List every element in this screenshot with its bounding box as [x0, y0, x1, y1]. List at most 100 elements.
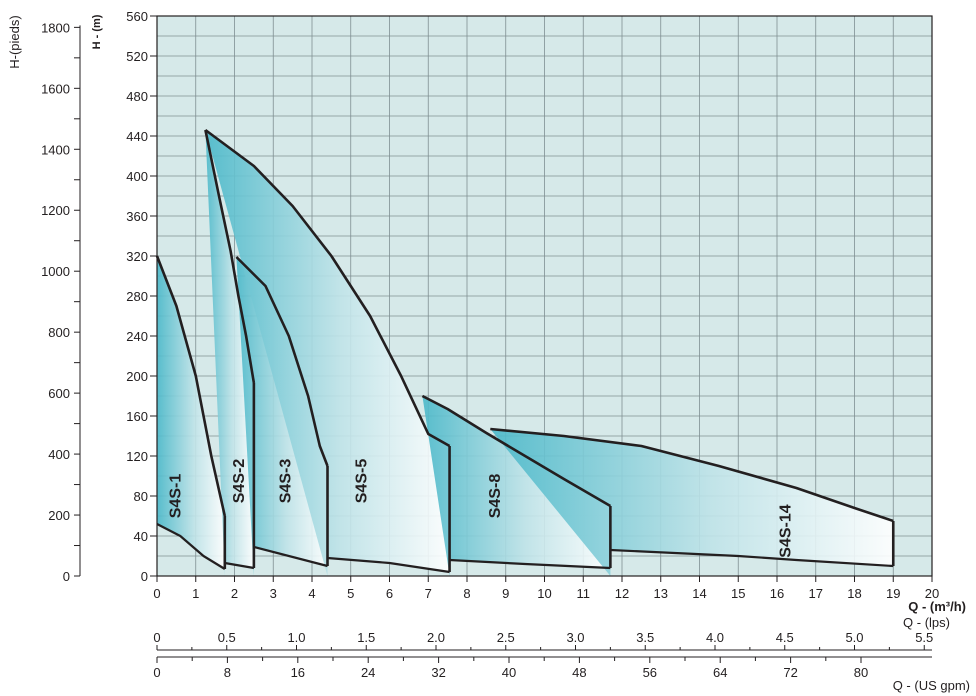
x-tick-label-gpm: 32	[431, 665, 445, 680]
x-tick-label-m3h: 9	[502, 586, 509, 601]
x-axis-lps-ticks: 0 0.5 1.0 1.5 2.0 2.5 3.0 3.5 4.0 4.5 5.0 5.5	[153, 630, 933, 651]
y-tick-label-ft: 1800	[41, 20, 70, 35]
y-tick-label-m: 240	[126, 329, 148, 344]
x-tick-label-lps: 4.0	[706, 630, 724, 645]
y-tick-label-ft: 400	[48, 447, 70, 462]
label-s4s-8: S4S-8	[487, 474, 504, 519]
y-tick-label-ft: 800	[48, 325, 70, 340]
curve-bottom-s4s-3	[253, 545, 328, 568]
label-s4s-14: S4S-14	[778, 504, 795, 557]
area-s4s-8	[422, 396, 611, 576]
area-s4s-3	[236, 257, 328, 576]
y-tick-label-m: 360	[126, 209, 148, 224]
curve-top-s4s-2	[204, 129, 256, 384]
x-tick-label-m3h: 7	[425, 586, 432, 601]
x-tick-label-lps: 1.5	[357, 630, 375, 645]
x-tick-label-m3h: 10	[537, 586, 551, 601]
x-tick-label-lps: 3.0	[566, 630, 584, 645]
y-tick-label-ft: 1000	[41, 264, 70, 279]
y-tick-label-m: 520	[126, 49, 148, 64]
curve-top-s4s-8	[421, 394, 612, 508]
y-tick-label-ft: 1400	[41, 142, 70, 157]
label-s4s-1: S4S-1	[167, 474, 184, 519]
x-tick-label-m3h: 15	[731, 586, 745, 601]
x-tick-label-lps: 5.0	[845, 630, 863, 645]
curve-bottom-s4s-2	[224, 561, 255, 570]
area-s4s-5	[205, 130, 450, 576]
curve-bottom-s4s-14	[610, 548, 894, 568]
x-tick-label-m3h: 0	[153, 586, 160, 601]
x-axis-m3h-ticks: 0 1 2 3 4 5 6 7 8 9 10 11 12 13 14 15 16 17 18 19 20	[153, 576, 939, 601]
curve-top-s4s-5	[204, 128, 451, 448]
x-tick-label-m3h: 4	[308, 586, 315, 601]
x-tick-label-gpm: 64	[713, 665, 727, 680]
y-tick-label-m: 160	[126, 409, 148, 424]
curve-bottom-s4s-8	[449, 558, 611, 570]
x-tick-label-m3h: 2	[231, 586, 238, 601]
x-tick-label-m3h: 13	[654, 586, 668, 601]
curve-bottom-s4s-1	[156, 523, 226, 570]
y-tick-label-ft: 1600	[41, 81, 70, 96]
x-tick-label-lps: 0.5	[218, 630, 236, 645]
x-tick-label-gpm: 0	[153, 665, 160, 680]
x-axis-title-usgpm: Q - (US gpm)	[893, 678, 970, 693]
y-tick-label-m: 400	[126, 169, 148, 184]
x-tick-label-m3h: 5	[347, 586, 354, 601]
y-tick-label-ft: 0	[63, 569, 70, 584]
x-tick-label-m3h: 8	[463, 586, 470, 601]
y-tick-label-m: 440	[126, 129, 148, 144]
area-s4s-1	[157, 256, 225, 576]
x-tick-label-m3h: 11	[577, 586, 591, 601]
x-tick-label-lps: 5.5	[915, 630, 933, 645]
x-tick-label-m3h: 3	[270, 586, 277, 601]
area-s4s-14	[490, 429, 894, 576]
y-tick-label-m: 480	[126, 89, 148, 104]
curve-top-s4s-1	[155, 255, 227, 517]
y-tick-label-ft: 600	[48, 386, 70, 401]
x-tick-label-m3h: 20	[925, 586, 939, 601]
x-tick-label-gpm: 80	[854, 665, 868, 680]
y-tick-label-m: 120	[126, 449, 148, 464]
x-tick-label-gpm: 48	[572, 665, 586, 680]
x-tick-label-m3h: 17	[809, 586, 823, 601]
curve-top-s4s-3	[235, 256, 329, 467]
x-tick-label-m3h: 16	[770, 586, 784, 601]
x-tick-label-m3h: 1	[192, 586, 199, 601]
x-axis-usgpm-ticks: 0 8 16 24 32 40 48 56 64 72 80	[153, 656, 932, 680]
x-axis-title-m3h: Q - (m³/h)	[908, 599, 966, 614]
x-tick-label-gpm: 56	[643, 665, 657, 680]
y-tick-label-m: 200	[126, 369, 148, 384]
curve-areas	[157, 130, 894, 576]
x-tick-label-lps: 4.5	[776, 630, 794, 645]
x-tick-label-m3h: 12	[615, 586, 629, 601]
curve-top-s4s-14	[490, 427, 894, 523]
y-tick-label-m: 80	[134, 489, 148, 504]
x-axis-title-lps: Q - (lps)	[903, 615, 950, 630]
y-tick-label-m: 0	[141, 569, 148, 584]
y-tick-label-ft: 1200	[41, 203, 70, 218]
x-tick-label-lps: 0	[153, 630, 160, 645]
x-tick-label-gpm: 72	[783, 665, 797, 680]
x-tick-label-m3h: 14	[692, 586, 706, 601]
label-s4s-2: S4S-2	[231, 459, 248, 504]
area-s4s-2	[205, 130, 254, 576]
curve-labels: S4S-1 S4S-2 S4S-3 S4S-5 S4S-8 S4S-14	[167, 459, 794, 558]
curve-lines	[155, 128, 895, 574]
x-tick-label-gpm: 40	[502, 665, 516, 680]
left-axis-title: H-(pieds)	[7, 15, 22, 68]
curve-bottom-s4s-5	[327, 556, 450, 574]
x-tick-label-m3h: 18	[847, 586, 861, 601]
label-s4s-5: S4S-5	[353, 459, 370, 504]
x-tick-label-m3h: 19	[886, 586, 900, 601]
y-axis-m-ticks: 0 40 80 120 160 200 240 280 320 360 400 440 480 520 56…	[126, 9, 157, 584]
x-tick-label-lps: 1.0	[287, 630, 305, 645]
y-axis-ft-ticks: 0 200 400 600 800 1000 1200 1400 1600 1800	[41, 20, 81, 584]
x-tick-label-lps: 2.5	[497, 630, 515, 645]
label-s4s-3: S4S-3	[278, 459, 295, 504]
x-tick-label-gpm: 16	[291, 665, 305, 680]
y-tick-label-ft: 200	[48, 508, 70, 523]
x-tick-label-m3h: 6	[386, 586, 393, 601]
x-tick-label-lps: 3.5	[636, 630, 654, 645]
x-tick-label-gpm: 8	[224, 665, 231, 680]
